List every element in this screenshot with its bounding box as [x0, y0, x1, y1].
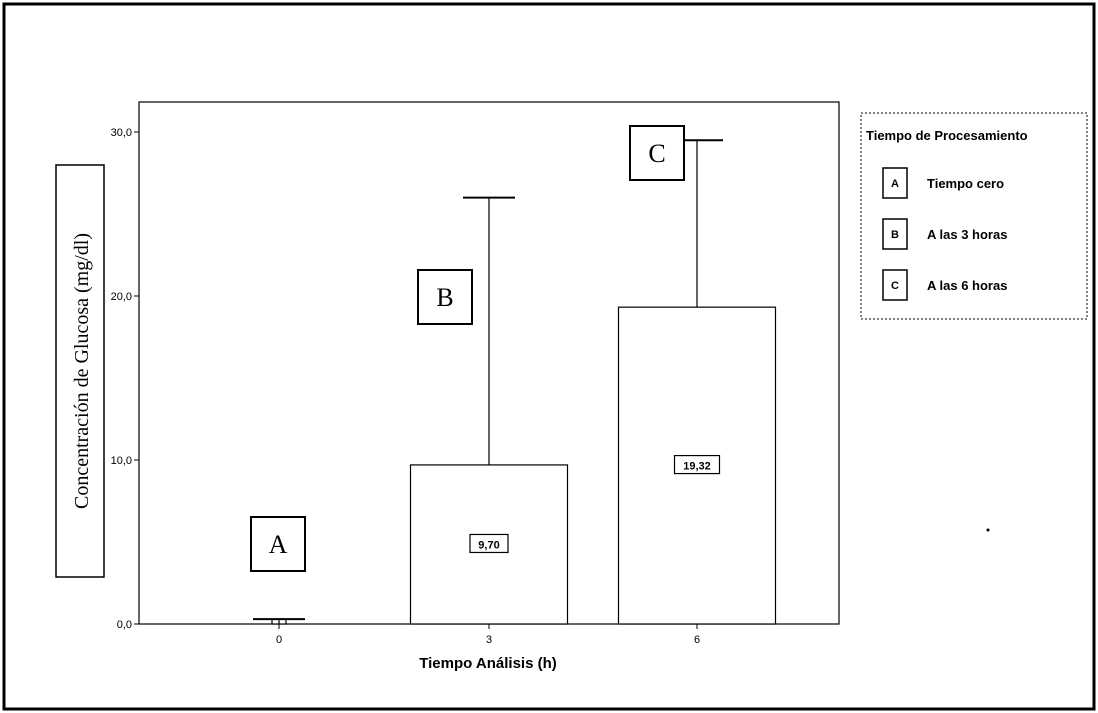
legend-item-label: A las 6 horas: [927, 278, 1007, 293]
data-label: 9,70: [478, 539, 499, 551]
y-axis-title-group: Concentración de Glucosa (mg/dl): [55, 164, 105, 578]
x-ticks: 0 3 6: [276, 624, 700, 646]
data-label: 19,32: [683, 461, 711, 473]
legend-key: A: [891, 178, 899, 190]
y-tick-label: 30,0: [111, 127, 132, 139]
x-tick-label: 3: [486, 634, 492, 646]
y-tick-label: 20,0: [111, 291, 132, 303]
group-letter-box: [629, 125, 685, 181]
group-letter: B: [436, 283, 453, 312]
legend-key-box: [882, 167, 908, 199]
x-tick-label: 0: [276, 634, 282, 646]
y-axis-title-box: [55, 164, 105, 578]
legend-key-box: [882, 269, 908, 301]
legend-key: C: [891, 280, 899, 292]
x-tick-label: 6: [694, 634, 700, 646]
x-axis-title: Tiempo Análisis (h): [419, 655, 557, 672]
legend-item-label: A las 3 horas: [927, 227, 1007, 242]
y-axis-title: Concentración de Glucosa (mg/dl): [71, 233, 93, 509]
group-letter: C: [648, 139, 665, 168]
y-ticks: 0,0 10,0 20,0 30,0: [111, 127, 139, 631]
legend-key-box: [882, 218, 908, 250]
data-label-box: [469, 533, 509, 554]
legend-title: Tiempo de Procesamiento: [866, 128, 1028, 143]
legend-item-label: Tiempo cero: [927, 176, 1004, 191]
y-tick-label: 10,0: [111, 455, 132, 467]
group-letter-box: [417, 269, 473, 325]
group-letter-box: [250, 516, 306, 572]
legend-key: B: [891, 229, 899, 241]
legend-items: A Tiempo cero B A las 3 horas C A las 6 horas: [882, 167, 1007, 301]
bars: A 9,70 B 19,32 C: [250, 125, 777, 625]
legend: Tiempo de Procesamiento A Tiempo cero B A l…: [860, 112, 1088, 320]
stray-dot: [986, 528, 990, 532]
group-letter: A: [269, 530, 288, 559]
data-label-box: [673, 454, 721, 475]
y-tick-label: 0,0: [117, 619, 132, 631]
